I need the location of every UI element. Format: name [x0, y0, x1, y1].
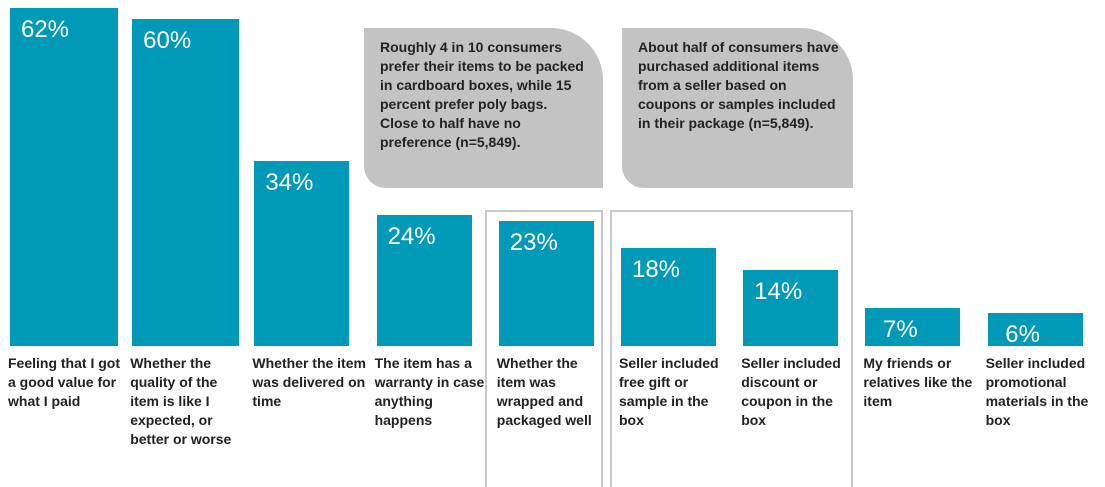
highlight-frame	[610, 210, 853, 487]
value-label: 24%	[387, 223, 436, 251]
x-tick-label: My friends or relatives like the item	[863, 355, 973, 409]
bar	[10, 8, 118, 346]
value-label: 34%	[265, 168, 314, 196]
bar	[621, 247, 716, 346]
bar	[743, 269, 839, 346]
x-tick-label: The item has a warranty in case anything…	[374, 355, 485, 428]
bar	[498, 220, 594, 346]
bar	[376, 215, 472, 346]
annotation: Roughly 4 in 10 consumers prefer their i…	[364, 28, 603, 188]
value-label: 60%	[143, 27, 192, 54]
annotation: About half of consumers have purchased a…	[622, 28, 853, 188]
x-tick-label: Whether the item was wrapped and package…	[496, 355, 592, 428]
bar	[987, 313, 1083, 346]
value-label: 18%	[631, 255, 681, 283]
bar	[132, 19, 240, 346]
value-label: 7%	[883, 315, 918, 343]
x-tick-label: Seller included discount or coupon in th…	[741, 355, 841, 428]
highlight-frame	[485, 210, 603, 487]
x-tick-label: Whether the item was delivered on time	[252, 355, 366, 409]
bar	[865, 307, 961, 346]
x-tick-label: Feeling that I got a good value for what…	[8, 355, 120, 409]
bar	[254, 160, 350, 346]
x-tick-label: Seller included promotional materials in…	[985, 355, 1089, 428]
value-label: 62%	[20, 16, 70, 44]
x-tick-label: Seller included free gift or sample in t…	[619, 355, 719, 428]
value-label: 14%	[754, 277, 803, 305]
value-label: 23%	[509, 228, 558, 256]
value-label: 6%	[1005, 321, 1040, 349]
x-tick-label: Whether the quality of the item is like …	[130, 355, 232, 447]
